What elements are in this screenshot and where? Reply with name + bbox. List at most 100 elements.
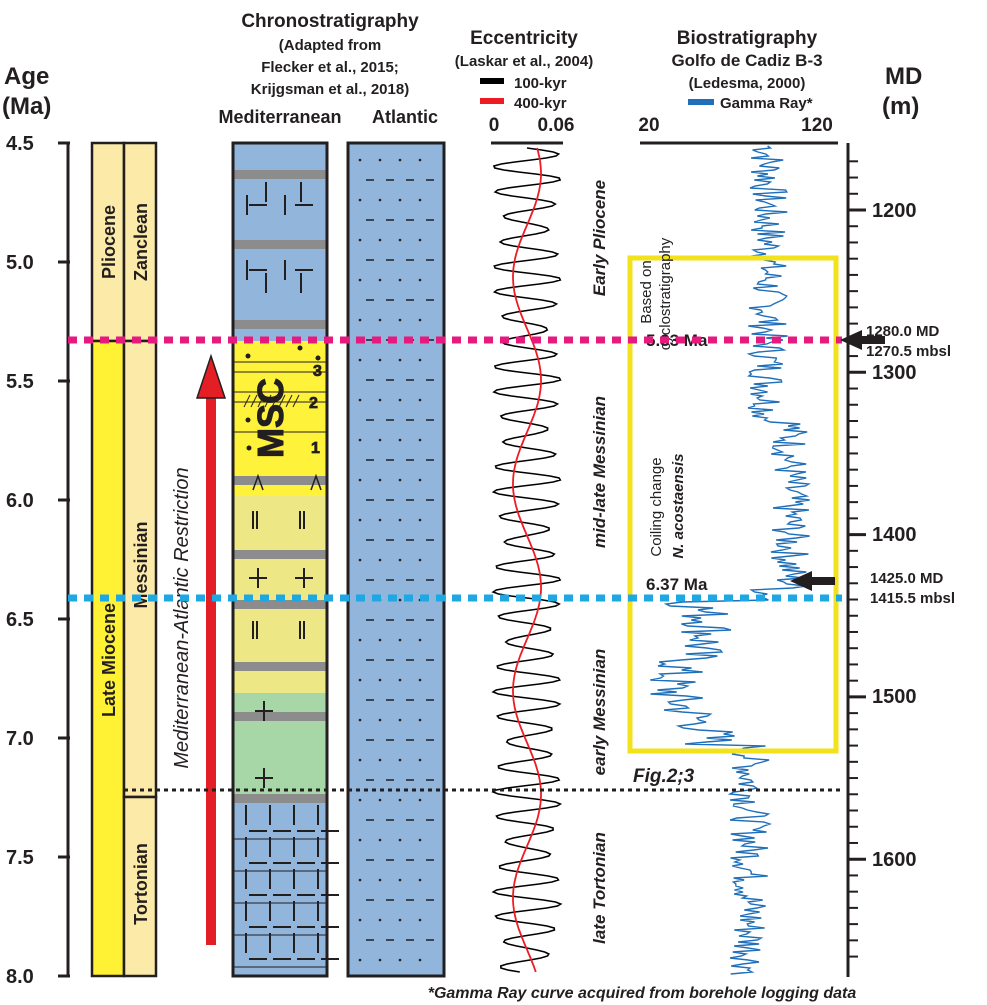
msc-dot [315,355,321,361]
atl-dot [398,958,402,962]
grey-bed [233,476,327,485]
mbsl-label-533: 1270.5 mbsl [866,343,951,360]
atl-dot [398,278,402,282]
atl-dot [418,238,422,242]
atl-dot [398,198,402,202]
age-tick-label-0: 4.5 [6,133,34,155]
atl-dot [358,878,362,882]
box-label-based-on: Based on [638,260,655,323]
atl-dot [418,438,422,442]
atl-dot [418,838,422,842]
age-tick-label-2: 5.5 [6,371,34,393]
atl-dot [378,718,382,722]
fig-ref-label: Fig.2;3 [633,766,695,787]
msc-stage-2: 2 [309,395,318,412]
grey-bed [233,712,327,721]
gamma-ray-curve [650,145,811,975]
atl-dot [378,878,382,882]
atl-dot [398,678,402,682]
msc-hatch [278,394,286,408]
atl-dot [418,158,422,162]
atl-dot [378,518,382,522]
atl-dot [398,558,402,562]
atl-dot [398,318,402,322]
atl-dot [418,278,422,282]
atl-dot [378,758,382,762]
med-mid-messinian-beds [233,496,327,678]
atl-dot [358,838,362,842]
age-axis-unit: (Ma) [2,93,51,120]
tortonian-label: Tortonian [131,843,151,925]
atl-dot [398,918,402,922]
msc-hatch [285,394,293,408]
atl-dot [398,438,402,442]
med-grey-beds [233,170,327,803]
pliocene-label: Pliocene [99,205,119,279]
biostrat-title: Biostratigraphy [677,28,818,49]
age-axis-ticks: 4.5 5.0 5.5 6.0 6.5 7.0 7.5 8.0 [6,133,70,988]
eccentricity-ref: (Laskar et al., 2004) [455,53,593,70]
atl-dot [418,318,422,322]
mid-late-messinian-label: mid-late Messinian [590,396,609,548]
atl-dot [358,158,362,162]
msc-label: MSC [250,378,291,458]
age-tick-label-3: 6.0 [6,490,34,512]
late-tortonian-label: late Tortonian [590,832,609,944]
atl-dot [358,518,362,522]
atl-dot [418,198,422,202]
pliocene-epoch-box [90,141,126,343]
atl-dot [418,878,422,882]
early-pliocene-label: Early Pliocene [590,180,609,296]
atl-dot [358,918,362,922]
atl-dot [358,438,362,442]
atl-dot [418,958,422,962]
atl-dot [398,718,402,722]
legend-100kyr-swatch [480,78,504,84]
legend-400kyr-swatch [480,98,504,104]
atl-dot [418,678,422,682]
grey-bed [233,240,327,249]
fig-2-3-interval-box [627,255,839,754]
atl-dot [358,398,362,402]
boundary-label-637: 6.37 Ma [646,575,708,594]
md-axis-unit: (m) [882,93,919,120]
ecc-tick-006: 0.06 [538,115,575,136]
atl-dot [418,558,422,562]
atl-dot [418,918,422,922]
msc-hatch [250,394,258,408]
md-label-637: 1425.0 MD [870,570,944,587]
atl-dot [398,878,402,882]
atl-dot [358,278,362,282]
msc-hatch [257,394,265,408]
atl-dot [418,638,422,642]
msc-hatch [292,394,300,408]
atl-dot [358,758,362,762]
med-tortonian-marls [233,797,327,976]
msc-hatch [243,394,251,408]
chrono-ref-3: Krijgsman et al., 2018) [251,81,409,98]
restriction-label: Mediterranean-Atlantic Restriction [171,467,193,768]
zanclean-label: Zanclean [131,203,151,281]
mediterranean-header: Mediterranean [218,107,341,127]
med-column-frame [231,141,329,978]
atl-dot [418,478,422,482]
evaporite-symbol [252,473,264,491]
md-tick-1600: 1600 [872,849,917,871]
atl-dot [398,838,402,842]
atl-marl-pattern [358,158,434,962]
biostrat-ref-1: Golfo de Cadiz B-3 [671,51,822,70]
md-tick-1400: 1400 [872,524,917,546]
atl-dot [398,358,402,362]
box-label-cyclostratigraphy: cyclostratigraphy [657,237,674,350]
legend-400kyr-label: 400-kyr [514,95,567,112]
chrono-ref-2: Flecker et al., 2015; [261,59,399,76]
evaporite-symbol [310,473,322,491]
med-pale-band [233,678,327,693]
biostrat-ref-2: (Ledesma, 2000) [689,75,806,92]
atl-dot [378,398,382,402]
md-tick-1500: 1500 [872,686,917,708]
grey-bed [233,320,327,329]
ecc-tick-0: 0 [489,115,500,136]
msc-hatch [264,394,272,408]
atl-dot [378,918,382,922]
